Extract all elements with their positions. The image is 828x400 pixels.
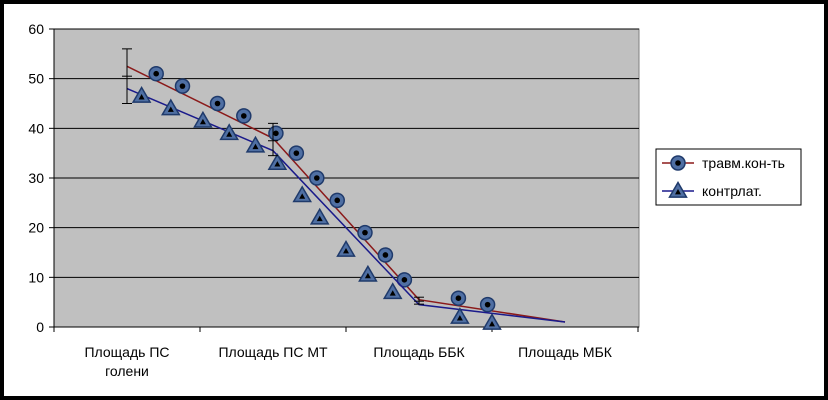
data-marker-center xyxy=(274,161,281,167)
data-marker-center xyxy=(252,143,259,150)
x-tick-label-line: Площадь ББК xyxy=(373,344,465,360)
data-marker-center xyxy=(167,106,174,112)
y-tick-label: 10 xyxy=(28,269,44,285)
data-marker-center xyxy=(382,252,389,258)
x-tick-label-line: голени xyxy=(105,363,149,379)
data-marker-center xyxy=(153,70,159,77)
y-axis: 0 10 20 30 40 50 60 xyxy=(28,21,55,335)
data-marker-center xyxy=(293,150,300,156)
data-marker-center xyxy=(489,321,495,327)
data-marker-center xyxy=(299,193,306,199)
data-marker-center xyxy=(334,197,341,204)
y-tick-label: 60 xyxy=(28,21,44,37)
data-marker-center xyxy=(316,215,323,222)
error-bar xyxy=(122,48,132,104)
y-tick-label: 40 xyxy=(28,120,44,136)
data-marker-center xyxy=(214,100,221,107)
data-marker-center xyxy=(226,131,233,137)
x-tick-label-line: Площадь ПС МТ xyxy=(218,344,328,360)
x-tick-label: Площадь ПС МТ xyxy=(218,344,328,360)
error-bar xyxy=(414,296,424,305)
data-marker-center xyxy=(241,113,247,119)
series-1 xyxy=(126,65,566,323)
data-marker-center xyxy=(199,118,206,125)
legend-entry: контрлат. xyxy=(662,181,762,199)
y-tick-label: 0 xyxy=(36,319,44,335)
data-marker-center xyxy=(364,272,371,279)
data-marker-center xyxy=(179,83,186,89)
series-layer xyxy=(126,65,566,330)
legend-label: контрлат. xyxy=(702,183,762,199)
legend-entry: травм.кон-ть xyxy=(662,155,785,171)
x-tick-label-line: Площадь МБК xyxy=(518,344,613,360)
legend-label: травм.кон-ть xyxy=(702,155,785,171)
data-marker-center xyxy=(273,130,279,137)
data-marker-center xyxy=(484,301,491,308)
data-marker-center xyxy=(455,295,462,301)
series-2 xyxy=(126,86,566,330)
x-tick-label-line: Площадь ПС xyxy=(84,344,169,360)
y-tick-label: 50 xyxy=(28,71,44,87)
data-marker-center xyxy=(343,248,349,254)
data-marker-center xyxy=(362,229,368,236)
y-tick-label: 20 xyxy=(28,220,44,236)
x-tick-label: Площадь ПС голени xyxy=(84,344,169,379)
legend-marker-center xyxy=(675,160,681,166)
data-marker-center xyxy=(401,277,408,283)
error-bar xyxy=(268,122,278,157)
x-tick-label: Площадь МБК xyxy=(518,344,613,360)
data-marker-center xyxy=(138,94,145,100)
data-marker-center xyxy=(456,315,463,321)
error-bars xyxy=(122,48,424,305)
data-marker-center xyxy=(314,175,320,181)
legend-marker-center xyxy=(675,189,681,195)
legend: травм.кон-ть контрлат. xyxy=(655,148,802,206)
y-tick-label: 30 xyxy=(28,170,44,186)
x-tick-label: Площадь ББК xyxy=(373,344,465,360)
data-marker-center xyxy=(389,290,396,296)
x-axis: Площадь ПС голени Площадь ПС МТ Площадь ББК… xyxy=(53,326,639,379)
